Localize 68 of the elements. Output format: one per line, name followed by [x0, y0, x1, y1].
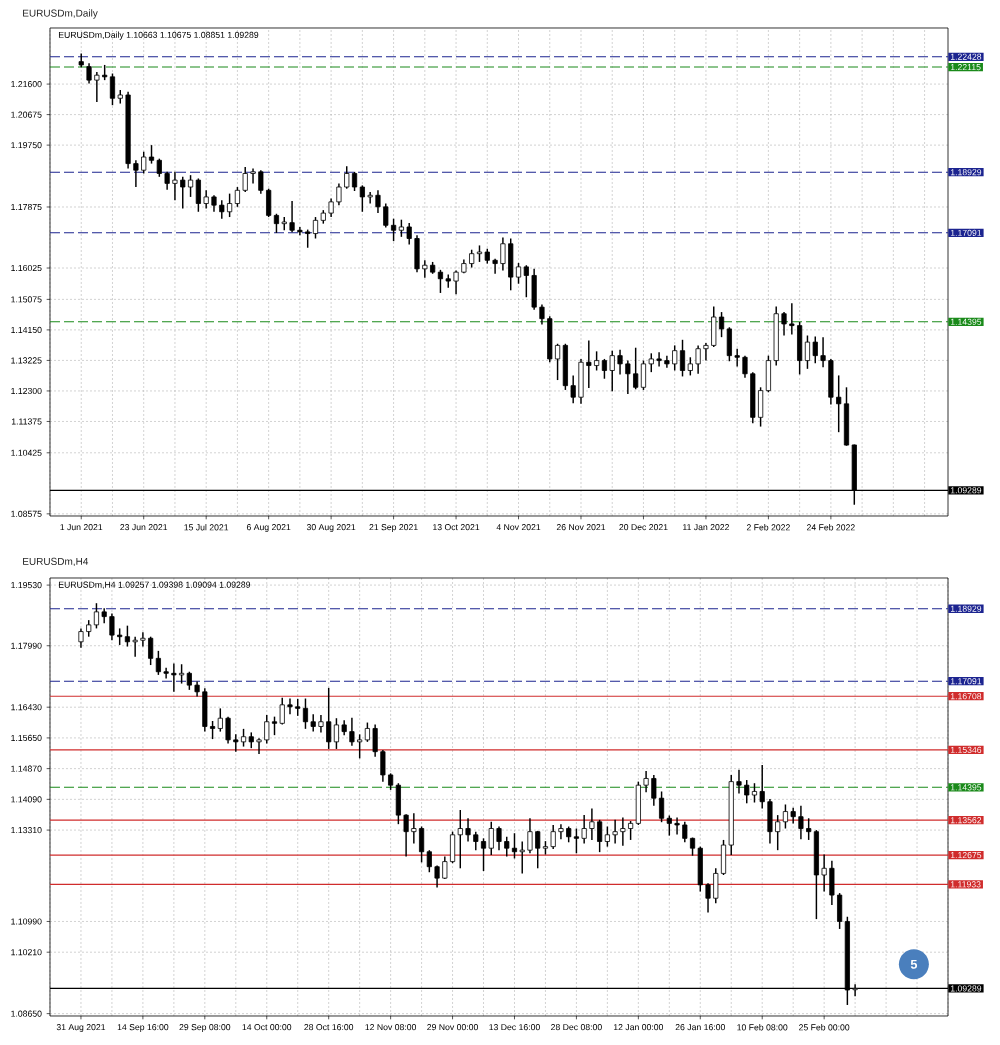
chart-subtitle: EURUSDm,H4 1.09257 1.09398 1.09094 1.09289	[58, 581, 251, 589]
y-tick-label: 1.11375	[11, 418, 42, 425]
ref-line-label: 1.09289	[950, 985, 982, 992]
x-tick-label: 4 Nov 2021	[496, 524, 541, 531]
ref-line-label: 1.18929	[950, 169, 982, 176]
ref-line-label: 1.14395	[950, 318, 982, 325]
x-tick-label: 26 Jan 16:00	[675, 1024, 725, 1031]
x-tick-label: 14 Oct 00:00	[242, 1024, 292, 1031]
x-tick-label: 14 Sep 16:00	[117, 1024, 169, 1032]
x-tick-label: 1 Jun 2021	[60, 524, 103, 531]
y-tick-label: 1.15650	[11, 734, 42, 741]
y-tick-label: 1.10990	[11, 918, 42, 925]
y-tick-label: 1.10425	[11, 449, 42, 456]
x-tick-label: 20 Dec 2021	[619, 524, 668, 531]
y-tick-label: 1.10210	[11, 949, 42, 956]
ref-line-label: 1.09289	[950, 487, 982, 494]
text: 5	[910, 959, 918, 969]
ref-line-label: 1.15346	[950, 746, 982, 753]
x-tick-label: 30 Aug 2021	[306, 524, 356, 532]
y-tick-label: 1.16025	[11, 264, 42, 272]
ref-line-label: 1.22115	[950, 64, 981, 71]
y-tick-label: 1.17875	[11, 203, 42, 211]
x-tick-label: 15 Jul 2021	[184, 524, 229, 531]
chart-title: EURUSDm,Daily	[23, 9, 98, 19]
ref-line-label: 1.17091	[950, 229, 982, 236]
y-tick-label: 1.19750	[11, 142, 42, 149]
x-tick-label: 12 Jan 00:00	[613, 1024, 664, 1031]
x-tick-label: 6 Aug 2021	[246, 524, 291, 532]
x-tick-label: 10 Feb 08:00	[737, 1024, 788, 1031]
y-tick-label: 1.13225	[11, 357, 42, 364]
chart-subtitle: EURUSDm,Daily 1.10663 1.10675 1.08851 1.09289	[58, 31, 259, 40]
x-tick-label: 24 Feb 2022	[806, 524, 855, 531]
y-tick-label: 1.08650	[11, 1010, 42, 1017]
y-tick-label: 1.14870	[11, 765, 42, 772]
chart-title: EURUSDm,H4	[23, 557, 89, 567]
x-tick-label: 31 Aug 2021	[56, 1024, 106, 1032]
x-tick-label: 12 Nov 08:00	[365, 1024, 417, 1031]
x-tick-label: 26 Nov 2021	[556, 524, 606, 531]
x-tick-label: 28 Oct 16:00	[304, 1024, 354, 1031]
y-tick-label: 1.20675	[11, 111, 42, 118]
x-tick-label: 29 Nov 00:00	[427, 1024, 478, 1031]
y-tick-label: 1.14090	[11, 796, 42, 803]
y-tick-label: 1.13310	[11, 827, 42, 834]
y-tick-label: 1.21600	[11, 81, 42, 88]
ref-line-label: 1.17091	[950, 678, 982, 685]
ref-line-label: 1.16708	[950, 693, 982, 700]
x-tick-label: 21 Sep 2021	[369, 524, 418, 532]
x-tick-label: 2 Feb 2022	[746, 524, 790, 531]
y-tick-label: 1.14150	[11, 326, 42, 333]
y-tick-label: 1.15075	[11, 296, 42, 303]
ref-line-label: 1.11933	[950, 881, 981, 888]
x-tick-label: 29 Sep 08:00	[179, 1024, 231, 1032]
y-tick-label: 1.08575	[11, 510, 42, 517]
y-tick-label: 1.17990	[11, 642, 42, 649]
x-tick-label: 23 Jun 2021	[120, 524, 168, 531]
ref-line-label: 1.12675	[950, 852, 982, 859]
x-tick-label: 13 Oct 2021	[433, 524, 480, 531]
x-tick-label: 13 Dec 16:00	[489, 1024, 540, 1031]
ref-line-label: 1.13562	[950, 817, 982, 824]
y-tick-label: 1.16430	[11, 704, 42, 711]
x-tick-label: 28 Dec 08:00	[551, 1024, 602, 1031]
x-tick-label: 25 Feb 00:00	[799, 1024, 850, 1031]
ref-line-label: 1.14395	[950, 784, 982, 791]
ref-line-label: 1.22428	[950, 53, 982, 60]
y-tick-label: 1.19530	[11, 582, 42, 589]
ref-line-label: 1.18929	[950, 605, 982, 612]
x-tick-label: 11 Jan 2022	[683, 524, 730, 531]
y-tick-label: 1.12300	[11, 387, 42, 395]
